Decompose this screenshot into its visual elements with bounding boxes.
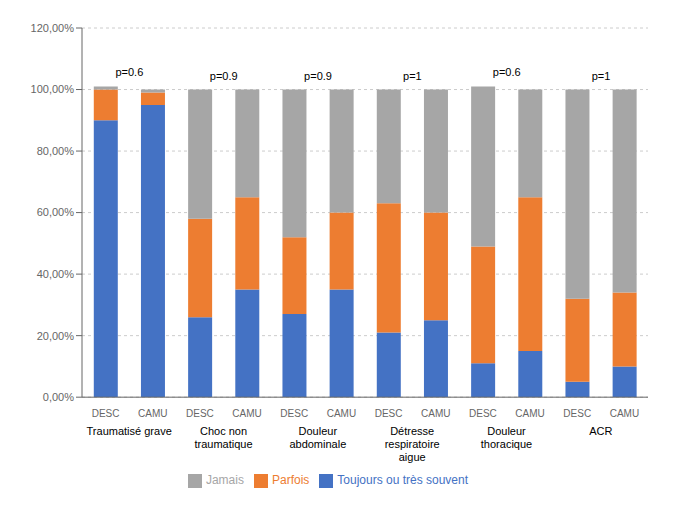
svg-text:Douleurthoracique: Douleurthoracique xyxy=(481,425,532,450)
svg-text:CAMU: CAMU xyxy=(421,408,450,419)
svg-text:CAMU: CAMU xyxy=(610,408,639,419)
svg-text:p=1: p=1 xyxy=(592,70,611,82)
svg-text:Choc nontraumatique: Choc nontraumatique xyxy=(194,425,252,450)
html-text:Parfois: Parfois xyxy=(272,473,310,488)
svg-text:DESC: DESC xyxy=(280,408,308,419)
svg-text:40,00%: 40,00% xyxy=(37,268,75,280)
svg-text:DESC: DESC xyxy=(563,408,591,419)
svg-text:80,00%: 80,00% xyxy=(37,145,75,157)
svg-text:p=0.9: p=0.9 xyxy=(304,70,332,82)
html-text:Jamais: Jamais xyxy=(205,473,244,488)
svg-text:p=1: p=1 xyxy=(403,70,422,82)
svg-text:Détresserespiratoireaigue: Détresserespiratoireaigue xyxy=(385,425,440,463)
html-text:Toujours ou très souvent: Toujours ou très souvent xyxy=(337,473,469,488)
svg-text:Traumatisé grave: Traumatisé grave xyxy=(87,425,172,437)
svg-text:ACR: ACR xyxy=(589,425,612,437)
svg-text:CAMU: CAMU xyxy=(138,408,167,419)
svg-text:p=0.6: p=0.6 xyxy=(115,66,143,78)
svg-text:100,00%: 100,00% xyxy=(31,83,75,95)
svg-text:DESC: DESC xyxy=(186,408,214,419)
svg-text:60,00%: 60,00% xyxy=(37,206,75,218)
svg-text:0,00%: 0,00% xyxy=(43,391,74,403)
svg-text:CAMU: CAMU xyxy=(515,408,544,419)
svg-text:DESC: DESC xyxy=(92,408,120,419)
svg-text:p=0.9: p=0.9 xyxy=(210,70,238,82)
svg-text:DESC: DESC xyxy=(469,408,497,419)
svg-text:DESC: DESC xyxy=(375,408,403,419)
svg-text:120,00%: 120,00% xyxy=(31,22,75,34)
svg-text:CAMU: CAMU xyxy=(327,408,356,419)
svg-text:p=0.6: p=0.6 xyxy=(493,66,521,78)
svg-text:CAMU: CAMU xyxy=(232,408,261,419)
svg-text:20,00%: 20,00% xyxy=(37,330,75,342)
svg-text:Douleurabdominale: Douleurabdominale xyxy=(289,425,346,450)
